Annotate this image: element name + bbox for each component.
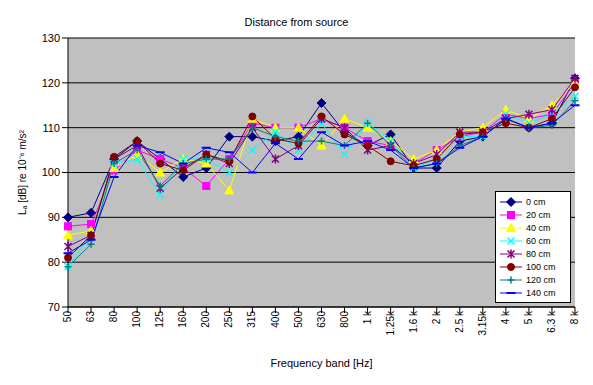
svg-text:80: 80 bbox=[108, 311, 119, 323]
html-text:40 cm: 40 cm bbox=[526, 222, 551, 233]
svg-text:63: 63 bbox=[85, 311, 96, 323]
svg-text:120: 120 bbox=[42, 77, 60, 89]
svg-text:630: 630 bbox=[316, 311, 327, 328]
svg-text:500: 500 bbox=[293, 311, 304, 328]
svg-text:Frequency band [Hz]: Frequency band [Hz] bbox=[270, 357, 372, 369]
html-text:80 cm: 80 cm bbox=[526, 248, 551, 259]
svg-text:90: 90 bbox=[48, 211, 60, 223]
svg-text:110: 110 bbox=[42, 122, 60, 134]
svg-text:800: 800 bbox=[339, 311, 350, 328]
svg-text:400: 400 bbox=[270, 311, 281, 328]
svg-text:1.6 k: 1.6 k bbox=[408, 310, 419, 333]
svg-text:130: 130 bbox=[42, 32, 60, 44]
svg-text:Lₐ [dB] re 10⁻⁶ m/s²: Lₐ [dB] re 10⁻⁶ m/s² bbox=[17, 129, 28, 214]
svg-text:2.5 k: 2.5 k bbox=[454, 310, 465, 333]
html-text:140 cm: 140 cm bbox=[526, 287, 556, 298]
svg-text:8 k: 8 k bbox=[569, 310, 580, 324]
html-text:100 cm: 100 cm bbox=[526, 261, 556, 272]
html-text:20 cm: 20 cm bbox=[526, 209, 551, 220]
html-text:120 cm: 120 cm bbox=[526, 274, 556, 285]
svg-text:100: 100 bbox=[42, 166, 60, 178]
html-text:0 cm: 0 cm bbox=[526, 196, 546, 207]
svg-text:2 k: 2 k bbox=[431, 310, 442, 324]
svg-text:1 k: 1 k bbox=[362, 310, 373, 324]
svg-text:3.15k: 3.15k bbox=[477, 310, 488, 335]
svg-text:315: 315 bbox=[246, 311, 257, 328]
svg-text:80: 80 bbox=[48, 256, 60, 268]
html-text:Distance from source: Distance from source bbox=[244, 16, 349, 28]
svg-text:70: 70 bbox=[48, 301, 60, 313]
svg-text:125: 125 bbox=[154, 311, 165, 328]
svg-text:6.3 k: 6.3 k bbox=[546, 310, 557, 333]
svg-text:1.25k: 1.25k bbox=[385, 310, 396, 335]
svg-text:100: 100 bbox=[131, 311, 142, 328]
svg-text:160: 160 bbox=[177, 311, 188, 328]
svg-text:250: 250 bbox=[223, 311, 234, 328]
svg-text:5 k: 5 k bbox=[523, 310, 534, 324]
svg-text:200: 200 bbox=[200, 311, 211, 328]
svg-text:50: 50 bbox=[62, 311, 73, 323]
html-text:60 cm: 60 cm bbox=[526, 235, 551, 246]
svg-text:4 k: 4 k bbox=[500, 310, 511, 324]
